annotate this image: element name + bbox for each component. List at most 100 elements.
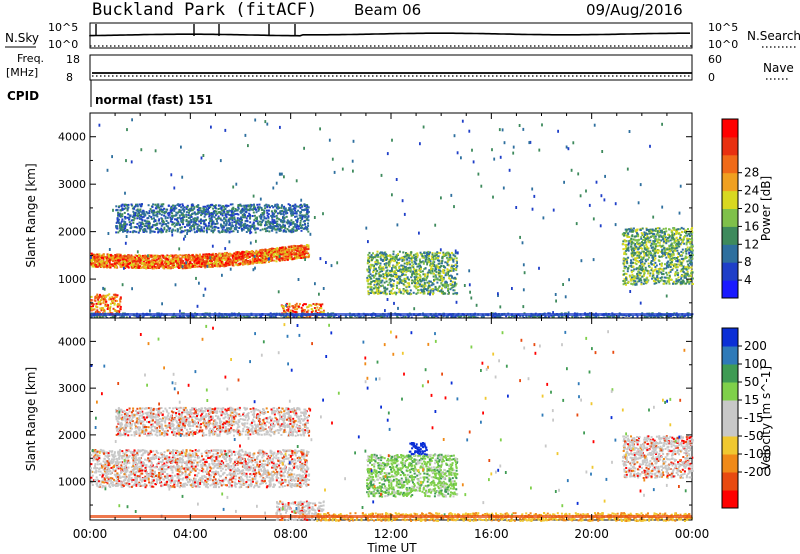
power-cell: [110, 254, 113, 257]
power-cell: [237, 207, 240, 210]
power-cell: [404, 254, 407, 257]
power-cell: [305, 218, 308, 221]
power-cell: [299, 221, 302, 224]
power-cell: [429, 251, 431, 254]
power-cell: [124, 223, 127, 226]
power-cell: [115, 231, 118, 234]
power-cell: [429, 262, 432, 265]
power-cell: [144, 230, 147, 232]
power-cell: [210, 225, 213, 228]
power-cell: [294, 212, 297, 215]
power-cell: [175, 222, 178, 225]
power-cell: [202, 253, 205, 256]
power-cell: [444, 292, 447, 295]
power-cell: [115, 205, 118, 208]
power-cell: [639, 274, 641, 277]
power-cell: [105, 295, 108, 298]
power-cell: [262, 257, 265, 260]
power-cell: [128, 221, 131, 224]
power-cell: [121, 213, 124, 216]
power-cell: [454, 264, 457, 266]
power-cell: [160, 231, 163, 234]
power-cell: [161, 229, 164, 232]
power-cell: [428, 280, 431, 283]
power-cell: [157, 205, 160, 207]
power-cell: [455, 266, 458, 269]
power-cell: [162, 211, 165, 214]
power-cell: [180, 226, 183, 229]
power-cell: [265, 223, 268, 226]
power-cell: [161, 259, 164, 262]
power-cell: [174, 260, 177, 263]
power-cell: [148, 265, 150, 267]
power-cell: [90, 307, 93, 310]
power-cell: [292, 222, 295, 225]
power-cell: [164, 215, 167, 218]
power-cell: [417, 276, 420, 279]
power-cell: [213, 255, 216, 258]
power-cell: [117, 231, 120, 234]
power-cell: [195, 258, 198, 261]
power-cell: [625, 253, 628, 256]
power-cell: [230, 210, 233, 213]
power-cell: [379, 281, 382, 284]
power-cell: [111, 300, 114, 303]
power-cell: [401, 256, 404, 259]
power-cell: [442, 292, 445, 295]
power-cell: [134, 256, 136, 259]
power-cell: [423, 252, 426, 255]
power-cell: [216, 259, 219, 262]
power-cell: [416, 254, 419, 257]
power-cell: [198, 265, 201, 268]
power-cell: [133, 213, 136, 215]
power-cell: [90, 258, 93, 261]
power-cell: [234, 256, 237, 259]
power-cell: [679, 234, 682, 237]
power-cell: [425, 279, 428, 281]
power-cell: [243, 261, 246, 264]
power-cell: [220, 205, 223, 208]
power-cell: [286, 252, 289, 254]
power-cell: [373, 280, 376, 282]
power-cell: [691, 239, 694, 242]
power-cell: [300, 229, 303, 232]
power-cell: [450, 287, 453, 289]
power-cell: [454, 255, 457, 258]
power-cell: [151, 260, 154, 263]
power-cell: [124, 221, 127, 224]
power-cell: [158, 211, 161, 213]
power-cell: [187, 221, 190, 224]
power-cell: [663, 276, 666, 279]
power-cell: [290, 223, 293, 226]
power-cell: [255, 220, 258, 223]
power-cell: [214, 223, 217, 225]
power-cell: [171, 212, 174, 215]
power-cell: [283, 254, 286, 256]
power-cell: [438, 259, 441, 262]
power-cell: [234, 208, 237, 210]
power-cell: [264, 224, 266, 227]
power-cell: [285, 221, 288, 224]
power-cell: [419, 271, 422, 273]
power-cell: [176, 265, 179, 268]
power-cell: [203, 256, 206, 259]
power-cell: [205, 207, 208, 210]
power-cell: [213, 222, 215, 225]
power-cell: [131, 255, 134, 258]
power-cell: [295, 302, 298, 305]
power-cell: [224, 208, 227, 210]
power-cell: [306, 316, 309, 319]
power-cell: [140, 263, 143, 266]
power-cell: [290, 211, 293, 214]
power-cell: [317, 303, 320, 306]
power-cell: [372, 271, 375, 274]
power-cell: [270, 229, 273, 232]
power-cell: [282, 219, 285, 222]
power-cell: [276, 220, 279, 223]
power-cell: [292, 205, 295, 208]
power-cell: [118, 221, 121, 224]
power-cell: [174, 257, 177, 260]
power-cell: [115, 225, 118, 228]
power-cell: [408, 285, 411, 288]
power-cell: [174, 218, 177, 221]
